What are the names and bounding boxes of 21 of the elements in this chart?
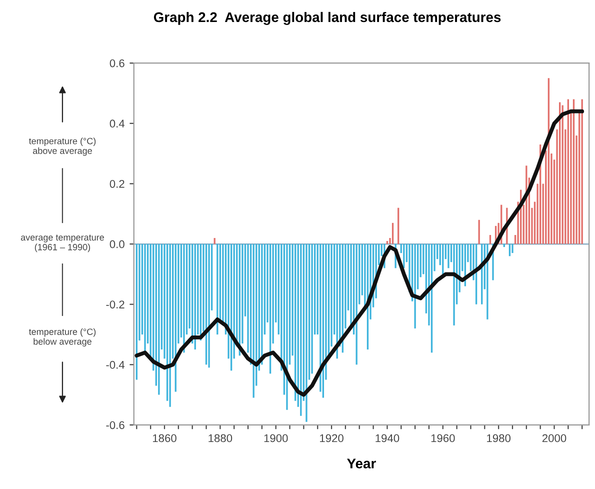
x-tick-label: 1900	[264, 434, 288, 442]
y-tick-label: 0.0	[110, 240, 124, 248]
x-tick-label: 1920	[320, 434, 344, 442]
text: temperature (°C) below average	[28, 328, 96, 346]
x-tick-label: 1860	[152, 434, 176, 442]
text: temperature (°C) above average	[28, 138, 96, 156]
y-tick-label: -0.6	[106, 421, 124, 430]
y-tick-label: -0.4	[106, 360, 125, 369]
y-tick-label: 0.2	[110, 180, 124, 188]
x-tick-label: 2000	[542, 434, 566, 442]
x-tick-label: 1980	[487, 434, 510, 442]
y-tick-label: 0.4	[110, 120, 125, 128]
chart-title: Graph 2.2 Average global land surface temperatures	[154, 12, 501, 25]
x-axis-title: Year	[347, 458, 376, 468]
y-tick-label: 0.6	[110, 59, 124, 68]
x-tick-label: 1880	[208, 434, 232, 442]
line-series	[134, 109, 584, 397]
y-tick-label: -0.2	[106, 300, 124, 308]
text: average temperature (1961 – 1990)	[20, 234, 104, 252]
x-tick-label: 1940	[376, 434, 400, 442]
x-tick-label: 1960	[431, 434, 455, 442]
